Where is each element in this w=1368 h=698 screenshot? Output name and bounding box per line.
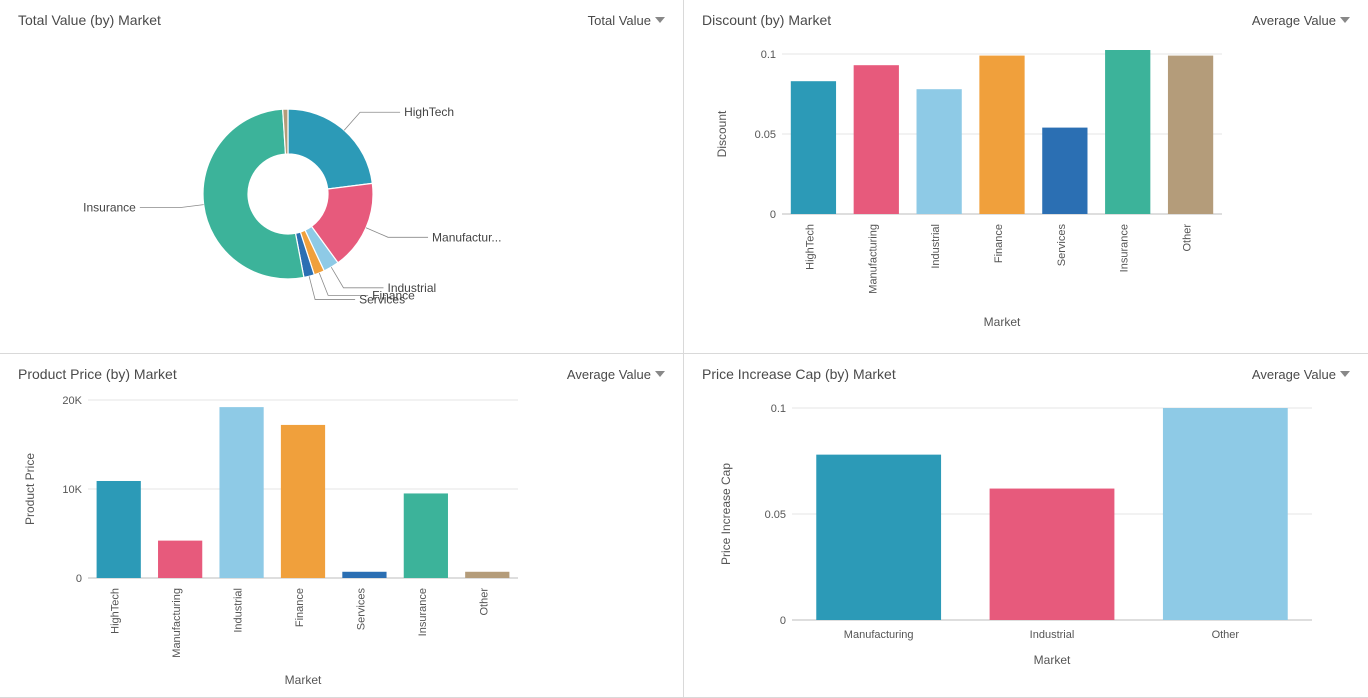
x-axis-label: Market: [285, 673, 322, 687]
bar: [854, 65, 899, 214]
bar: [97, 481, 141, 578]
x-tick-label: Other: [478, 588, 490, 616]
panel-header: Total Value (by) Market Total Value: [18, 12, 665, 28]
svg-text:20K: 20K: [62, 395, 82, 407]
panel-total-value: Total Value (by) Market Total Value High…: [0, 0, 684, 354]
x-tick-label: Finance: [993, 224, 1005, 263]
value-selector[interactable]: Total Value: [588, 13, 665, 28]
selector-label: Average Value: [567, 367, 651, 382]
panel-header: Price Increase Cap (by) Market Average V…: [702, 366, 1350, 382]
svg-text:10K: 10K: [62, 484, 82, 496]
bar: [1168, 56, 1213, 214]
bar: [917, 89, 962, 214]
svg-text:0: 0: [780, 615, 786, 627]
value-selector[interactable]: Average Value: [1252, 13, 1350, 28]
panel-title: Discount (by) Market: [702, 12, 831, 28]
bar: [404, 493, 448, 578]
x-tick-label: Industrial: [233, 588, 245, 633]
x-tick-label: Insurance: [417, 588, 429, 636]
donut-label: Insurance: [83, 201, 136, 215]
panel-title: Total Value (by) Market: [18, 12, 161, 28]
panel-header: Product Price (by) Market Average Value: [18, 366, 665, 382]
bar: [1163, 408, 1288, 620]
x-tick-label: Industrial: [1030, 629, 1075, 641]
x-tick-label: Manufacturing: [171, 588, 183, 658]
svg-text:0.05: 0.05: [765, 509, 786, 521]
panel-discount: Discount (by) Market Average Value 0 0.05…: [684, 0, 1368, 354]
x-tick-label: HighTech: [110, 588, 122, 634]
bar: [1042, 128, 1087, 214]
selector-label: Average Value: [1252, 367, 1336, 382]
bar: [342, 572, 386, 578]
bar: [158, 541, 202, 578]
panel-price-cap: Price Increase Cap (by) Market Average V…: [684, 354, 1368, 698]
panel-header: Discount (by) Market Average Value: [702, 12, 1350, 28]
x-tick-label: Other: [1212, 629, 1240, 641]
bar: [219, 407, 263, 578]
svg-text:0.1: 0.1: [771, 403, 786, 415]
svg-text:0.05: 0.05: [755, 129, 776, 141]
selector-label: Total Value: [588, 13, 651, 28]
svg-text:0: 0: [770, 209, 776, 221]
bar: [990, 489, 1115, 620]
y-axis-label: Price Increase Cap: [719, 463, 733, 565]
chevron-down-icon: [655, 17, 665, 23]
y-axis-label: Discount: [715, 110, 729, 157]
x-tick-label: Services: [1056, 224, 1068, 267]
x-tick-label: Services: [355, 588, 367, 631]
x-tick-label: Insurance: [1119, 224, 1131, 272]
svg-text:0.1: 0.1: [761, 49, 776, 61]
chevron-down-icon: [1340, 371, 1350, 377]
panel-title: Product Price (by) Market: [18, 366, 177, 382]
value-selector[interactable]: Average Value: [567, 367, 665, 382]
bar: [979, 56, 1024, 214]
value-selector[interactable]: Average Value: [1252, 367, 1350, 382]
panel-product-price: Product Price (by) Market Average Value …: [0, 354, 684, 698]
donut-label: HighTech: [404, 105, 454, 119]
selector-label: Average Value: [1252, 13, 1336, 28]
product-price-bar-chart: 0 10K 20K HighTech Manufacturing Industrial Fi…: [18, 388, 666, 688]
bar: [465, 572, 509, 578]
x-tick-label: Manufacturing: [867, 224, 879, 294]
chevron-down-icon: [655, 371, 665, 377]
svg-text:0: 0: [76, 573, 82, 585]
x-axis-label: Market: [1034, 653, 1071, 667]
donut-chart: HighTechManufactur...IndustrialFinanceSe…: [18, 34, 666, 334]
dashboard-grid: Total Value (by) Market Total Value High…: [0, 0, 1368, 698]
x-tick-label: HighTech: [804, 224, 816, 270]
bar: [791, 81, 836, 214]
bar: [1105, 50, 1150, 214]
y-axis-label: Product Price: [23, 453, 37, 525]
x-axis-label: Market: [984, 315, 1021, 329]
x-tick-label: Finance: [294, 588, 306, 627]
x-tick-label: Other: [1182, 224, 1194, 252]
panel-title: Price Increase Cap (by) Market: [702, 366, 896, 382]
donut-label: Manufactur...: [432, 230, 501, 244]
donut-slice: [288, 109, 372, 189]
discount-bar-chart: 0 0.05 0.1 HighTech Manufacturing Industrial F…: [702, 34, 1350, 334]
chevron-down-icon: [1340, 17, 1350, 23]
bar: [281, 425, 325, 578]
bar: [816, 455, 941, 620]
donut-label: Services: [359, 293, 405, 307]
x-tick-label: Industrial: [930, 224, 942, 269]
price-cap-bar-chart: 0 0.05 0.1 Manufacturing Industrial Other Mark…: [702, 388, 1350, 678]
x-tick-label: Manufacturing: [844, 629, 914, 641]
